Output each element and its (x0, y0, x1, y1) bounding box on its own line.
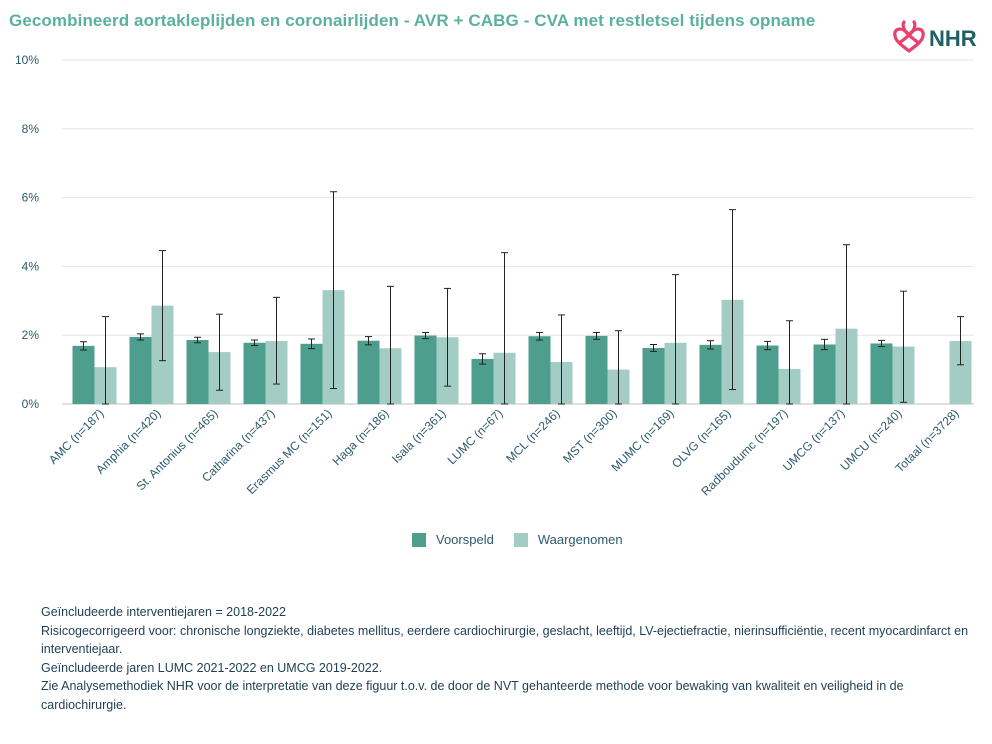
bar-voorspeld (870, 343, 893, 404)
x-tick-label: OLVG (n=165) (669, 406, 734, 471)
x-tick-label: Isala (n=361) (389, 406, 449, 466)
footnote-risk-adjustment: Risicogecorrigeerd voor: chronische long… (41, 623, 969, 657)
bar-voorspeld (471, 358, 494, 404)
bar-chart: 0%2%4%6%8%10%AMC (n=187)Amphia (n=420)St… (15, 53, 974, 498)
x-tick-label: MCL (n=246) (503, 406, 562, 465)
bar-voorspeld (300, 343, 323, 404)
x-tick-label: LUMC (n=67) (445, 406, 506, 467)
logo-text: NHR (929, 26, 977, 51)
nhr-logo: NHR (893, 19, 977, 53)
legend: Voorspeld Waargenomen (412, 532, 643, 547)
bar-voorspeld (756, 345, 779, 404)
bar-voorspeld (243, 342, 266, 404)
legend-swatch-waargenomen (513, 532, 528, 547)
bar-waargenomen (949, 341, 972, 404)
footnote-methodology: Zie Analysemethodiek NHR voor de interpr… (41, 679, 904, 712)
legend-label-voorspeld: Voorspeld (436, 532, 494, 547)
y-tick-label: 4% (22, 259, 40, 273)
nhr-heart-logo-icon (893, 19, 925, 53)
bar-voorspeld (528, 336, 551, 404)
legend-label-waargenomen: Waargenomen (537, 532, 623, 547)
legend-swatch-voorspeld (412, 532, 426, 547)
footnotes: Geïncludeerde interventiejaren = 2018-20… (41, 603, 981, 714)
bar-voorspeld (72, 345, 95, 404)
x-tick-label: AMC (n=187) (46, 406, 107, 467)
y-tick-label: 0% (22, 397, 40, 411)
y-tick-label: 10% (15, 53, 39, 67)
footnote-included-years: Geïncludeerde jaren LUMC 2021-2022 en UM… (41, 660, 383, 675)
footnote-years: Geïncludeerde interventiejaren = 2018-20… (41, 605, 286, 619)
chart-title: Gecombineerd aortakleplijden en coronair… (9, 11, 816, 30)
bar-voorspeld (642, 347, 665, 404)
y-tick-label: 2% (22, 328, 40, 342)
bar-voorspeld (186, 340, 209, 404)
bar-voorspeld (414, 335, 437, 404)
bar-voorspeld (129, 336, 152, 404)
y-tick-label: 6% (22, 191, 40, 205)
bar-voorspeld (699, 344, 722, 404)
x-tick-label: Haga (n=186) (330, 406, 392, 468)
bar-voorspeld (357, 340, 380, 404)
y-tick-label: 8% (22, 122, 40, 136)
bar-voorspeld (585, 335, 608, 404)
legend-item-voorspeld[interactable]: Voorspeld (412, 532, 494, 547)
x-tick-label: MST (n=300) (560, 406, 620, 466)
bar-voorspeld (813, 344, 836, 404)
legend-item-waargenomen[interactable]: Waargenomen (513, 532, 623, 547)
